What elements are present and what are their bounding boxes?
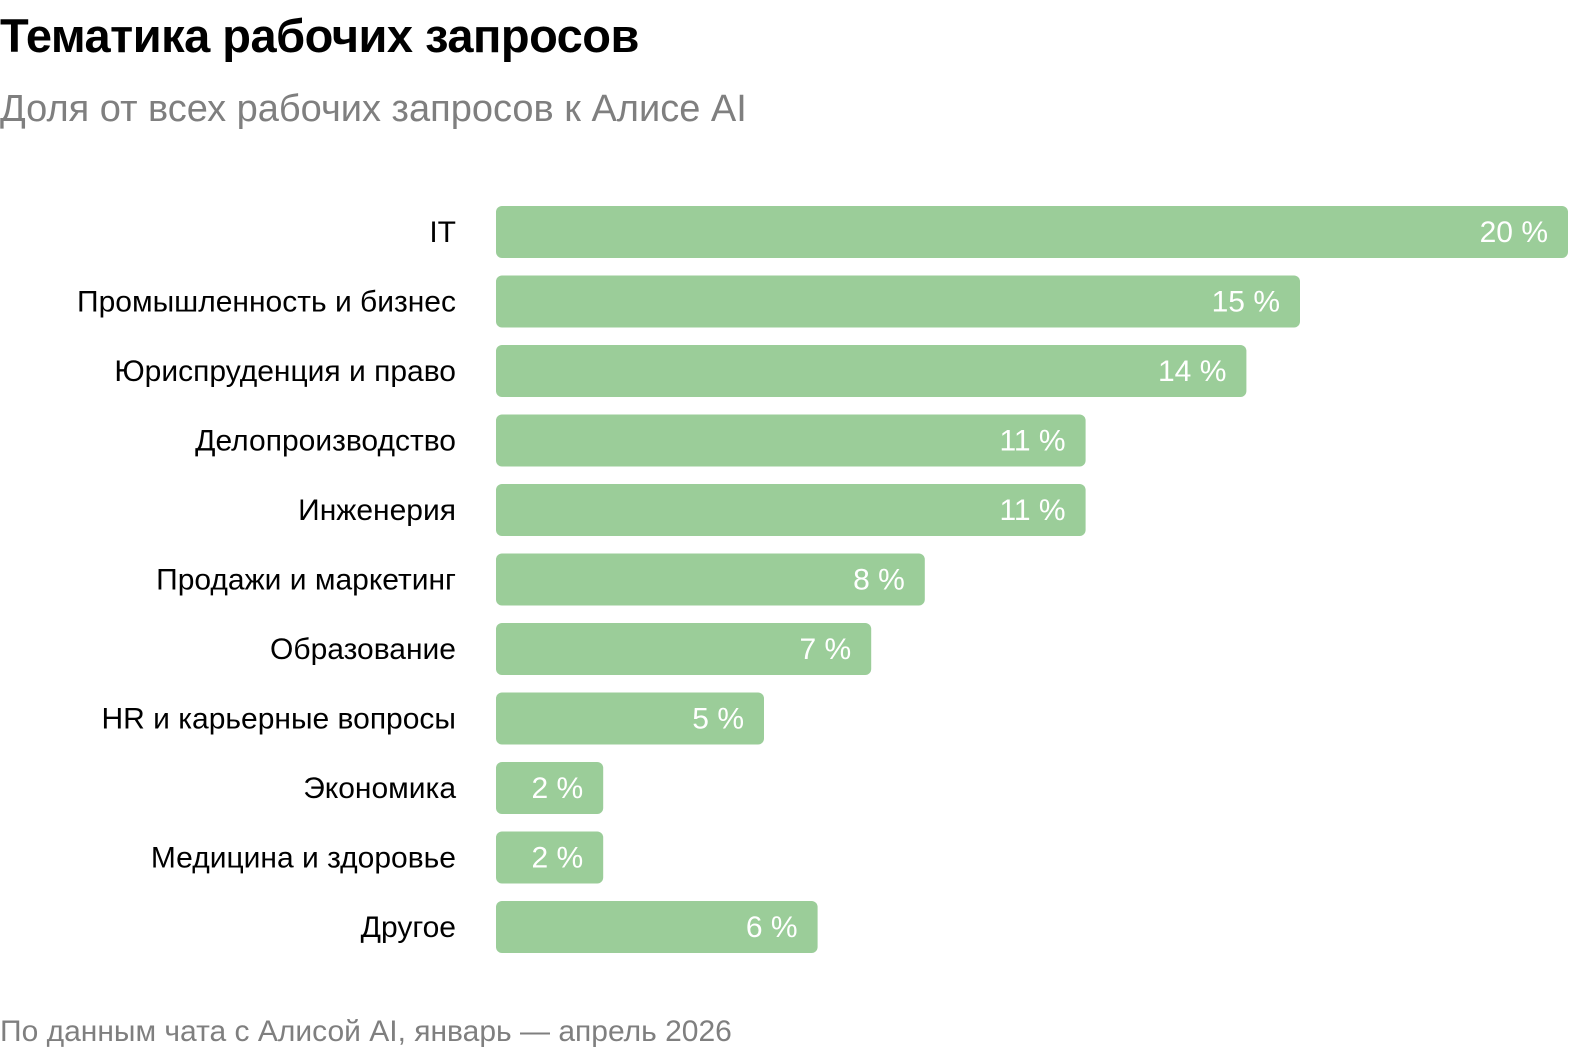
bar	[496, 692, 764, 745]
bar-row-инженерия: Инженерия 11 %	[298, 484, 1086, 536]
bar-row-hr-и-карьерные-вопросы: HR и карьерные вопросы 5 %	[101, 692, 764, 745]
category-label: Медицина и здоровье	[151, 842, 456, 875]
chart-title: Тематика рабочих запросов	[0, 9, 639, 62]
category-label: Промышленность и бизнес	[77, 286, 456, 319]
category-label: IT	[429, 216, 456, 249]
source-note: По данным чата с Алисой AI, январь — апр…	[0, 1015, 732, 1048]
bar-row-юриспруденция-и-право: Юриспруденция и право 14 %	[114, 345, 1247, 397]
bar	[496, 206, 1568, 258]
chart-subtitle: Доля от всех рабочих запросов к Алисе AI	[0, 88, 747, 130]
bar-row-образование: Образование 7 %	[270, 623, 872, 675]
value-label: 11 %	[999, 494, 1065, 527]
value-label: 11 %	[999, 425, 1065, 458]
bar-chart: IT 20 % Промышленность и бизнес 15 % Юриспру…	[77, 206, 1568, 953]
value-label: 8 %	[853, 564, 905, 597]
bar-row-экономика: Экономика 2 %	[303, 762, 604, 814]
bar-row-промышленность-и-бизнес: Промышленность и бизнес 15 %	[77, 275, 1300, 328]
bar	[496, 553, 925, 606]
category-label: Экономика	[303, 772, 456, 805]
bar-row-другое: Другое 6 %	[361, 901, 818, 953]
value-label: 14 %	[1158, 355, 1226, 388]
value-label: 2 %	[531, 842, 583, 875]
category-label: Делопроизводство	[195, 425, 456, 458]
bar-row-продажи-и-маркетинг: Продажи и маркетинг 8 %	[156, 553, 925, 606]
category-label: HR и карьерные вопросы	[101, 703, 456, 736]
bar-row-медицина-и-здоровье: Медицина и здоровье 2 %	[151, 831, 604, 884]
value-label: 20 %	[1480, 216, 1548, 249]
bar	[496, 345, 1247, 397]
value-label: 5 %	[692, 703, 744, 736]
value-label: 2 %	[531, 772, 583, 805]
bar-row-it: IT 20 %	[429, 206, 1568, 258]
value-label: 15 %	[1212, 286, 1280, 319]
bar-row-делопроизводство: Делопроизводство 11 %	[195, 414, 1086, 467]
bar	[496, 623, 872, 675]
bar	[496, 901, 818, 953]
bar	[496, 275, 1300, 328]
value-label: 6 %	[746, 911, 798, 944]
category-label: Образование	[270, 633, 456, 666]
bar	[496, 484, 1086, 536]
bar	[496, 762, 604, 814]
category-label: Продажи и маркетинг	[156, 564, 456, 597]
category-label: Инженерия	[298, 494, 456, 527]
bar	[496, 414, 1086, 467]
bar	[496, 831, 604, 884]
category-label: Юриспруденция и право	[114, 355, 456, 388]
category-label: Другое	[361, 911, 456, 944]
value-label: 7 %	[799, 633, 851, 666]
